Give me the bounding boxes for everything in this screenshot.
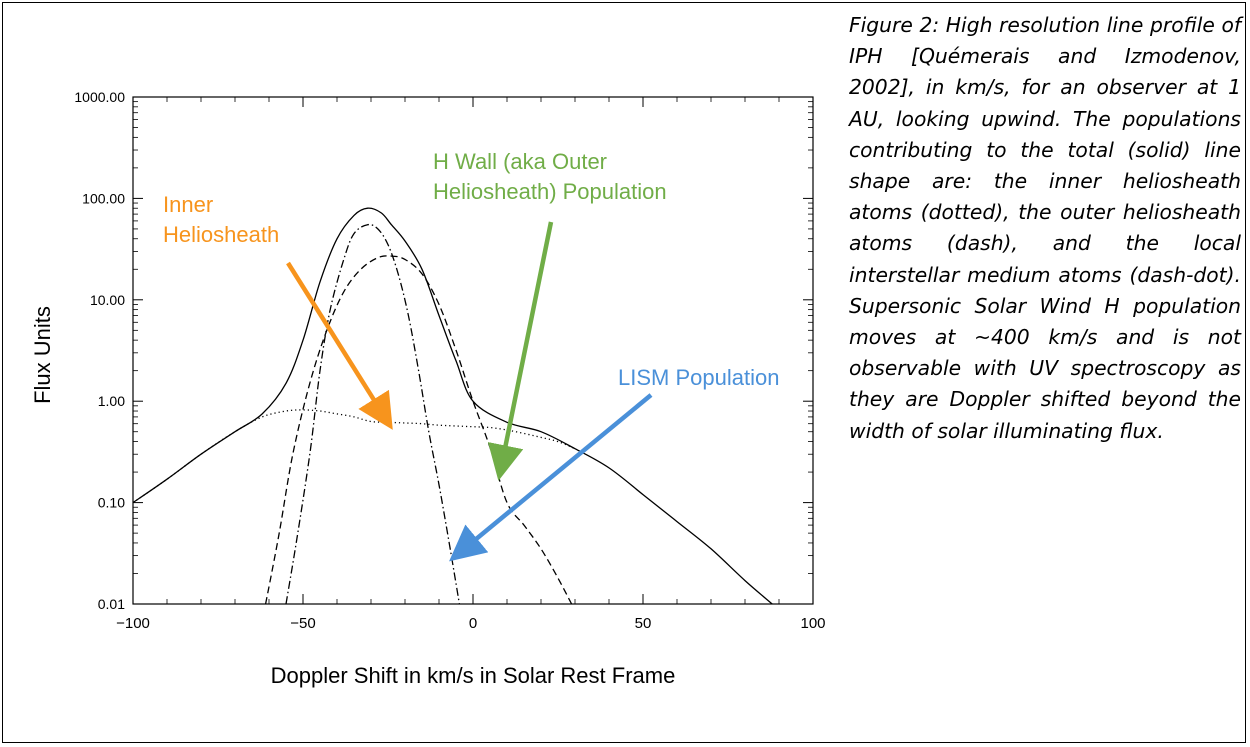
y-tick-label: 1.00 [98,393,125,409]
x-tick-label: 0 [469,615,477,632]
annotation-lism-arrow [449,393,653,562]
series-line-solid [132,207,773,605]
annotation-lism-label: LISM Population [618,365,779,390]
y-tick-label: 0.10 [98,495,125,511]
y-axis-label: Flux Units [30,306,55,404]
y-tick-label: 100.00 [82,190,125,206]
y-tick-label: 1000.00 [74,89,125,105]
series-line-dashed [264,255,573,605]
line-profile-chart: 0.01 0.10 1.00 10.00 100.00 1000.00 −100 −50 0 50… [30,89,826,688]
x-tick-label: −50 [290,615,315,632]
figure-caption: Figure 2: High resolution line profile o… [849,13,1241,443]
annotation-hwall-arrow [487,221,554,481]
annotation-hwall-label: H Wall (aka Outer [433,149,607,174]
y-tick-label: 10.00 [90,292,125,308]
y-tick-label: 0.01 [98,596,125,612]
x-tick-label: −100 [116,615,150,632]
series-line-dashdot [285,223,461,605]
annotation-inner-label: Inner [163,192,213,217]
x-tick-label: 50 [635,615,652,632]
x-axis-label: Doppler Shift in km/s in Solar Rest Fram… [271,663,676,688]
series-line-dotted [132,409,576,504]
x-tick-label: 100 [800,615,825,632]
annotation-hwall-label: Heliosheath) Population [433,179,667,204]
annotation-inner-arrow [286,261,393,430]
annotation-inner-label: Heliosheath [163,222,279,247]
